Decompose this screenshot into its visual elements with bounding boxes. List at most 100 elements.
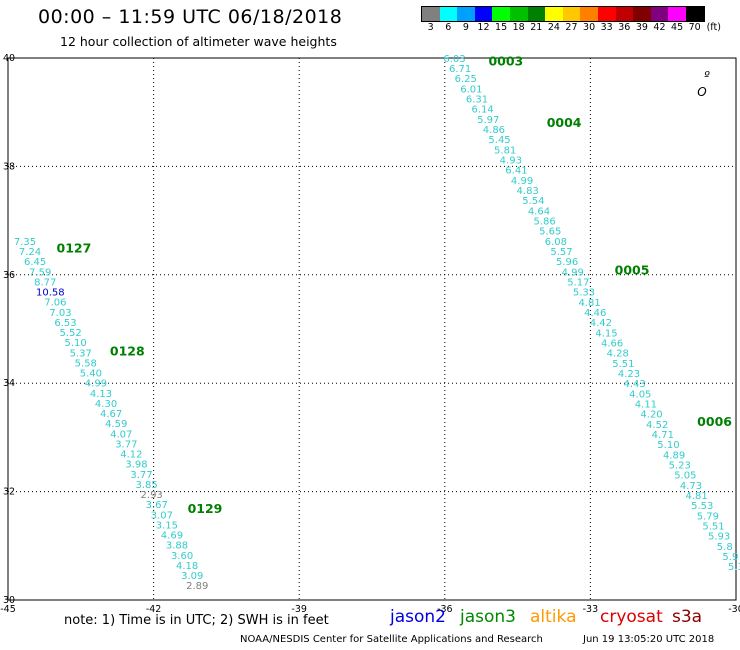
satellite-legend-item: jason3 [460, 607, 516, 627]
wave-height-value: 4.05 [629, 389, 651, 400]
wave-height-value: 5.10 [65, 338, 87, 349]
y-tick-label: 40 [3, 53, 15, 64]
wave-height-value: 6.41 [505, 166, 527, 177]
wave-height-value: 3.67 [146, 500, 168, 511]
wave-height-value: 4.20 [640, 410, 662, 421]
footer: NOAA/NESDIS Center for Satellite Applica… [240, 634, 714, 645]
scale-label: 21 [530, 22, 543, 33]
page-title: 00:00 – 11:59 UTC 06/18/2018 [38, 6, 343, 28]
wave-height-value: 4.42 [590, 318, 612, 329]
wave-height-value: 4.28 [607, 349, 629, 360]
wave-height-value: 5.52 [59, 328, 81, 339]
wave-height-value: 6.31 [466, 94, 488, 105]
x-tick-label: -39 [291, 604, 307, 615]
wave-height-value: 5.8 [717, 542, 733, 553]
track-label: 0003 [488, 54, 523, 69]
wave-height-value: 5.86 [533, 216, 555, 227]
color-scale [421, 6, 705, 22]
wave-height-value: 5.93 [708, 532, 730, 543]
scale-swatch [562, 7, 581, 21]
y-tick-label: 32 [3, 487, 15, 498]
wave-height-value: 3.77 [115, 439, 137, 450]
track-label: 0128 [110, 344, 145, 359]
scale-swatch [474, 7, 493, 21]
scale-swatch [685, 7, 704, 21]
wave-height-value: 3.09 [181, 571, 203, 582]
scale-label: 9 [462, 22, 469, 33]
wave-height-value: 6.53 [54, 318, 76, 329]
scale-label: 18 [512, 22, 525, 33]
wave-height-value: 4.99 [562, 267, 584, 278]
wave-height-value: 2.93 [141, 490, 163, 501]
wave-height-value: 4.69 [161, 531, 183, 542]
scale-swatch [580, 7, 598, 21]
x-tick-label: -33 [583, 604, 599, 615]
wave-height-value: 4.81 [685, 491, 707, 502]
y-tick-label: 36 [3, 270, 15, 281]
wave-height-value: 5.45 [488, 135, 510, 146]
wave-height-value: 5.81 [494, 145, 516, 156]
scale-label: 12 [477, 22, 490, 33]
scale-swatch [457, 7, 475, 21]
scale-swatch [422, 7, 440, 21]
map-marker: º [704, 69, 710, 83]
wave-height-value: 4.64 [528, 206, 550, 217]
track-label: 0127 [57, 241, 92, 256]
wave-height-value: 4.13 [90, 389, 112, 400]
wave-height-value: 5.3 [728, 562, 740, 573]
wave-height-value: 5.10 [657, 440, 679, 451]
wave-height-value: 5.17 [567, 277, 589, 288]
wave-height-value: 3.98 [125, 460, 147, 471]
wave-height-value: 3.88 [166, 541, 188, 552]
scale-swatch [509, 7, 528, 21]
wave-height-value: 4.59 [105, 419, 127, 430]
wave-height-value: 4.46 [584, 308, 606, 319]
x-tick-label: -45 [0, 604, 16, 615]
wave-height-value: 10.58 [36, 288, 65, 299]
scale-label: 15 [495, 22, 508, 33]
wave-height-value: 4.73 [680, 481, 702, 492]
wave-height-value: 4.81 [578, 298, 600, 309]
satellite-legend-item: jason2 [390, 607, 446, 627]
wave-height-value: 6.01 [460, 84, 482, 95]
wave-height-value: 7.59 [29, 267, 51, 278]
wave-height-value: 7.03 [49, 308, 71, 319]
wave-height-value: 3.85 [135, 480, 157, 491]
wave-height-value: 5.51 [612, 359, 634, 370]
scale-label: 42 [653, 22, 666, 33]
map-marker: O [697, 85, 706, 99]
scale-unit: (ft) [706, 22, 721, 33]
map-frame [7, 57, 737, 601]
wave-height-value: 4.89 [663, 450, 685, 461]
scale-swatch [492, 7, 510, 21]
wave-height-value: 4.12 [120, 450, 142, 461]
wave-height-value: 5.54 [522, 196, 544, 207]
wave-height-value: 4.07 [110, 429, 132, 440]
scale-swatch [597, 7, 616, 21]
wave-height-value: 5.79 [697, 511, 719, 522]
wave-height-value: 4.30 [95, 399, 117, 410]
wave-height-value: 5.05 [674, 471, 696, 482]
scale-label: 45 [671, 22, 684, 33]
wave-height-value: 4.23 [618, 369, 640, 380]
wave-height-value: 6.14 [472, 105, 494, 116]
wave-height-value: 6.71 [449, 64, 471, 75]
wave-height-value: 5.57 [550, 247, 572, 258]
wave-height-value: 5.97 [477, 115, 499, 126]
track-label: 0004 [547, 115, 582, 130]
wave-height-value: 5.53 [691, 501, 713, 512]
wave-height-value: 4.15 [595, 328, 617, 339]
satellite-legend-item: s3a [672, 607, 703, 627]
scale-label: 6 [445, 22, 452, 33]
wave-height-value: 4.66 [601, 338, 623, 349]
wave-height-value: 5.96 [556, 257, 578, 268]
footer-timestamp: Jun 19 13:05:20 UTC 2018 [583, 634, 715, 645]
scale-swatch [545, 7, 563, 21]
wave-height-value: 4.93 [500, 155, 522, 166]
scale-label: 39 [635, 22, 648, 33]
track-label: 0129 [188, 501, 223, 516]
scale-swatch [633, 7, 651, 21]
wave-height-value: 4.71 [652, 430, 674, 441]
wave-height-value: 6.25 [455, 74, 477, 85]
